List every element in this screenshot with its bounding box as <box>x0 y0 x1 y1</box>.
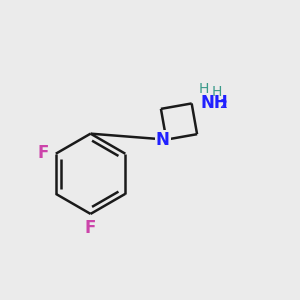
Text: N: N <box>156 131 170 149</box>
Text: 2: 2 <box>219 98 227 111</box>
Text: F: F <box>38 144 49 162</box>
Text: H: H <box>199 82 209 96</box>
Text: F: F <box>85 219 96 237</box>
Text: NH: NH <box>201 94 228 112</box>
Text: H: H <box>212 85 222 99</box>
